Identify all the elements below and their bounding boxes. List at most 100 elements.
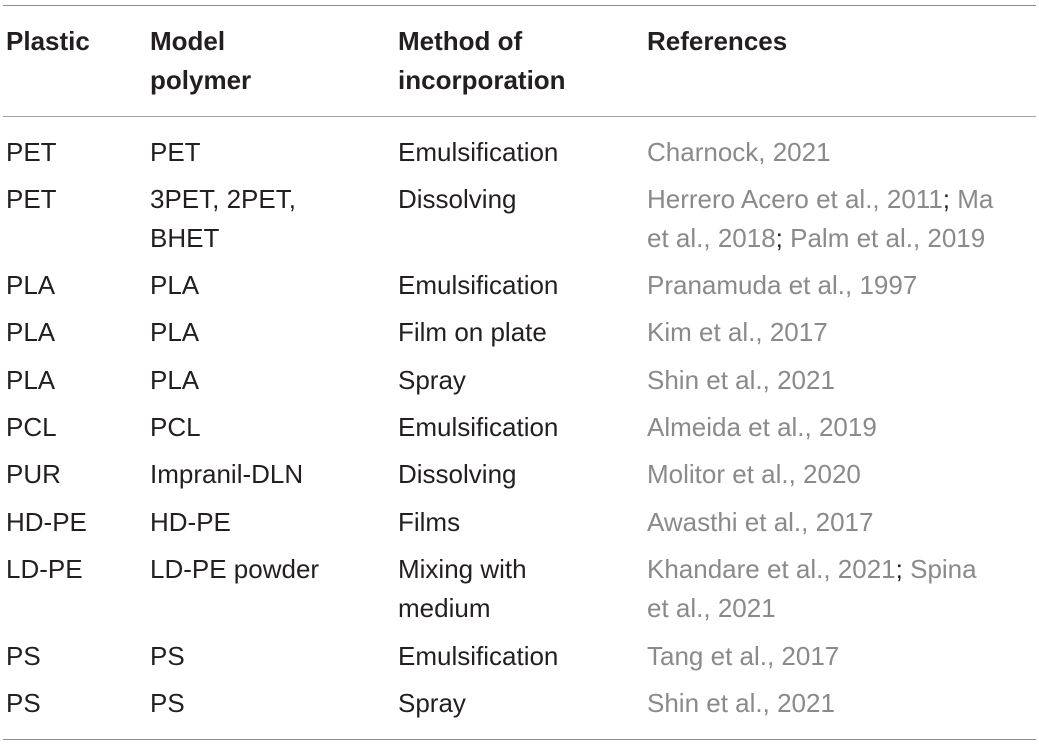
cell-method: Mixing with medium — [398, 550, 638, 628]
cell-model-polymer: PET — [150, 133, 390, 172]
reference-link[interactable]: Pranamuda et al., 1997 — [647, 270, 918, 300]
method-line1: Emulsification — [398, 641, 559, 671]
reference-line1: Pranamuda et al., 1997 — [647, 266, 1039, 305]
reference-link[interactable]: Tang et al., 2017 — [647, 641, 840, 671]
reference-link[interactable]: Awasthi et al., 2017 — [647, 507, 874, 537]
cell-references: Pranamuda et al., 1997 — [647, 266, 1039, 305]
table-bottom-rule — [3, 739, 1036, 740]
cell-method: Emulsification — [398, 266, 638, 305]
reference-line1: Charnock, 2021 — [647, 133, 1039, 172]
polymer-line1: PS — [150, 641, 185, 671]
reference-link[interactable]: Herrero Acero et al., 2011 — [647, 184, 943, 214]
header-plastic-text: Plastic — [6, 26, 90, 56]
polymer-line1: PET — [150, 137, 201, 167]
cell-plastic: PLA — [6, 361, 146, 400]
reference-link[interactable]: Palm et al., 2019 — [782, 223, 986, 253]
cell-plastic: PLA — [6, 266, 146, 305]
cell-references: Kim et al., 2017 — [647, 313, 1039, 352]
plastic-text: PLA — [6, 317, 56, 347]
cell-model-polymer: 3PET, 2PET, BHET — [150, 180, 390, 258]
reference-line1: Almeida et al., 2019 — [647, 408, 1039, 447]
plastic-text: PET — [6, 184, 57, 214]
method-line1: Spray — [398, 688, 466, 718]
cell-plastic: PS — [6, 637, 146, 676]
cell-method: Film on plate — [398, 313, 638, 352]
cell-method: Emulsification — [398, 133, 638, 172]
polymer-line1: PLA — [150, 317, 200, 347]
header-method: Method of incorporation — [398, 22, 638, 100]
cell-plastic: LD-PE — [6, 550, 146, 589]
reference-link[interactable]: Molitor et al., 2020 — [647, 459, 861, 489]
cell-references: Molitor et al., 2020 — [647, 455, 1039, 494]
polymer-line1: PCL — [150, 412, 201, 442]
reference-link[interactable]: Shin et al., 2021 — [647, 365, 835, 395]
reference-link[interactable]: et al., 2021 — [647, 593, 776, 623]
cell-model-polymer: HD-PE — [150, 503, 390, 542]
cell-method: Emulsification — [398, 408, 638, 447]
method-line1: Dissolving — [398, 459, 517, 489]
cell-references: Khandare et al., 2021; Spina et al., 2021 — [647, 550, 1039, 628]
polymer-line1: PLA — [150, 270, 200, 300]
reference-line1: Tang et al., 2017 — [647, 637, 1039, 676]
reference-link[interactable]: Khandare et al., 2021 — [647, 554, 896, 584]
method-line1: Spray — [398, 365, 466, 395]
cell-references: Awasthi et al., 2017 — [647, 503, 1039, 542]
method-line1: Films — [398, 507, 461, 537]
reference-link[interactable]: et al., 2018 — [647, 223, 776, 253]
cell-model-polymer: PS — [150, 637, 390, 676]
method-line1: Dissolving — [398, 184, 517, 214]
cell-model-polymer: PLA — [150, 266, 390, 305]
method-line1: Emulsification — [398, 270, 559, 300]
cell-references: Herrero Acero et al., 2011; Ma et al., 20… — [647, 180, 1039, 258]
reference-link[interactable]: Shin et al., 2021 — [647, 688, 835, 718]
reference-link[interactable]: Charnock, 2021 — [647, 137, 831, 167]
plastic-text: PUR — [6, 459, 61, 489]
polymer-line2: BHET — [150, 223, 220, 253]
reference-separator: ; — [942, 184, 951, 214]
polymer-line1: HD-PE — [150, 507, 231, 537]
reference-link[interactable]: Ma — [950, 184, 994, 214]
cell-model-polymer: LD-PE powder — [150, 550, 390, 589]
cell-references: Shin et al., 2021 — [647, 361, 1039, 400]
plastic-text: PCL — [6, 412, 57, 442]
cell-plastic: PS — [6, 684, 146, 723]
cell-method: Emulsification — [398, 637, 638, 676]
method-line1: Emulsification — [398, 137, 559, 167]
cell-model-polymer: PCL — [150, 408, 390, 447]
method-line2: medium — [398, 593, 491, 623]
plastic-text: LD-PE — [6, 554, 83, 584]
cell-method: Spray — [398, 361, 638, 400]
table-header-rule — [3, 116, 1036, 117]
plastic-text: PLA — [6, 270, 56, 300]
plastic-text: PET — [6, 137, 57, 167]
reference-link[interactable]: Kim et al., 2017 — [647, 317, 828, 347]
cell-method: Dissolving — [398, 180, 638, 219]
reference-line2: et al., 2021 — [647, 589, 1039, 628]
cell-model-polymer: PLA — [150, 313, 390, 352]
plastic-text: PS — [6, 688, 41, 718]
method-line1: Emulsification — [398, 412, 559, 442]
cell-method: Films — [398, 503, 638, 542]
header-method-line2: incorporation — [398, 65, 566, 95]
reference-line1: Herrero Acero et al., 2011; Ma — [647, 180, 1039, 219]
cell-plastic: PCL — [6, 408, 146, 447]
method-line1: Mixing with — [398, 554, 527, 584]
polymer-line1: Impranil-DLN — [150, 459, 304, 489]
reference-link[interactable]: Almeida et al., 2019 — [647, 412, 877, 442]
method-line1: Film on plate — [398, 317, 547, 347]
reference-line1: Shin et al., 2021 — [647, 361, 1039, 400]
reference-line1: Khandare et al., 2021; Spina — [647, 550, 1039, 589]
cell-plastic: PUR — [6, 455, 146, 494]
reference-line1: Awasthi et al., 2017 — [647, 503, 1039, 542]
reference-separator: ; — [775, 223, 783, 253]
reference-link[interactable]: Spina — [902, 554, 977, 584]
reference-line2: et al., 2018; Palm et al., 2019 — [647, 219, 1039, 258]
cell-plastic: HD-PE — [6, 503, 146, 542]
polymer-line1: 3PET, 2PET, — [150, 184, 296, 214]
cell-model-polymer: PS — [150, 684, 390, 723]
cell-plastic: PLA — [6, 313, 146, 352]
cell-model-polymer: Impranil-DLN — [150, 455, 390, 494]
cell-plastic: PET — [6, 180, 146, 219]
plastic-text: HD-PE — [6, 507, 87, 537]
cell-references: Tang et al., 2017 — [647, 637, 1039, 676]
